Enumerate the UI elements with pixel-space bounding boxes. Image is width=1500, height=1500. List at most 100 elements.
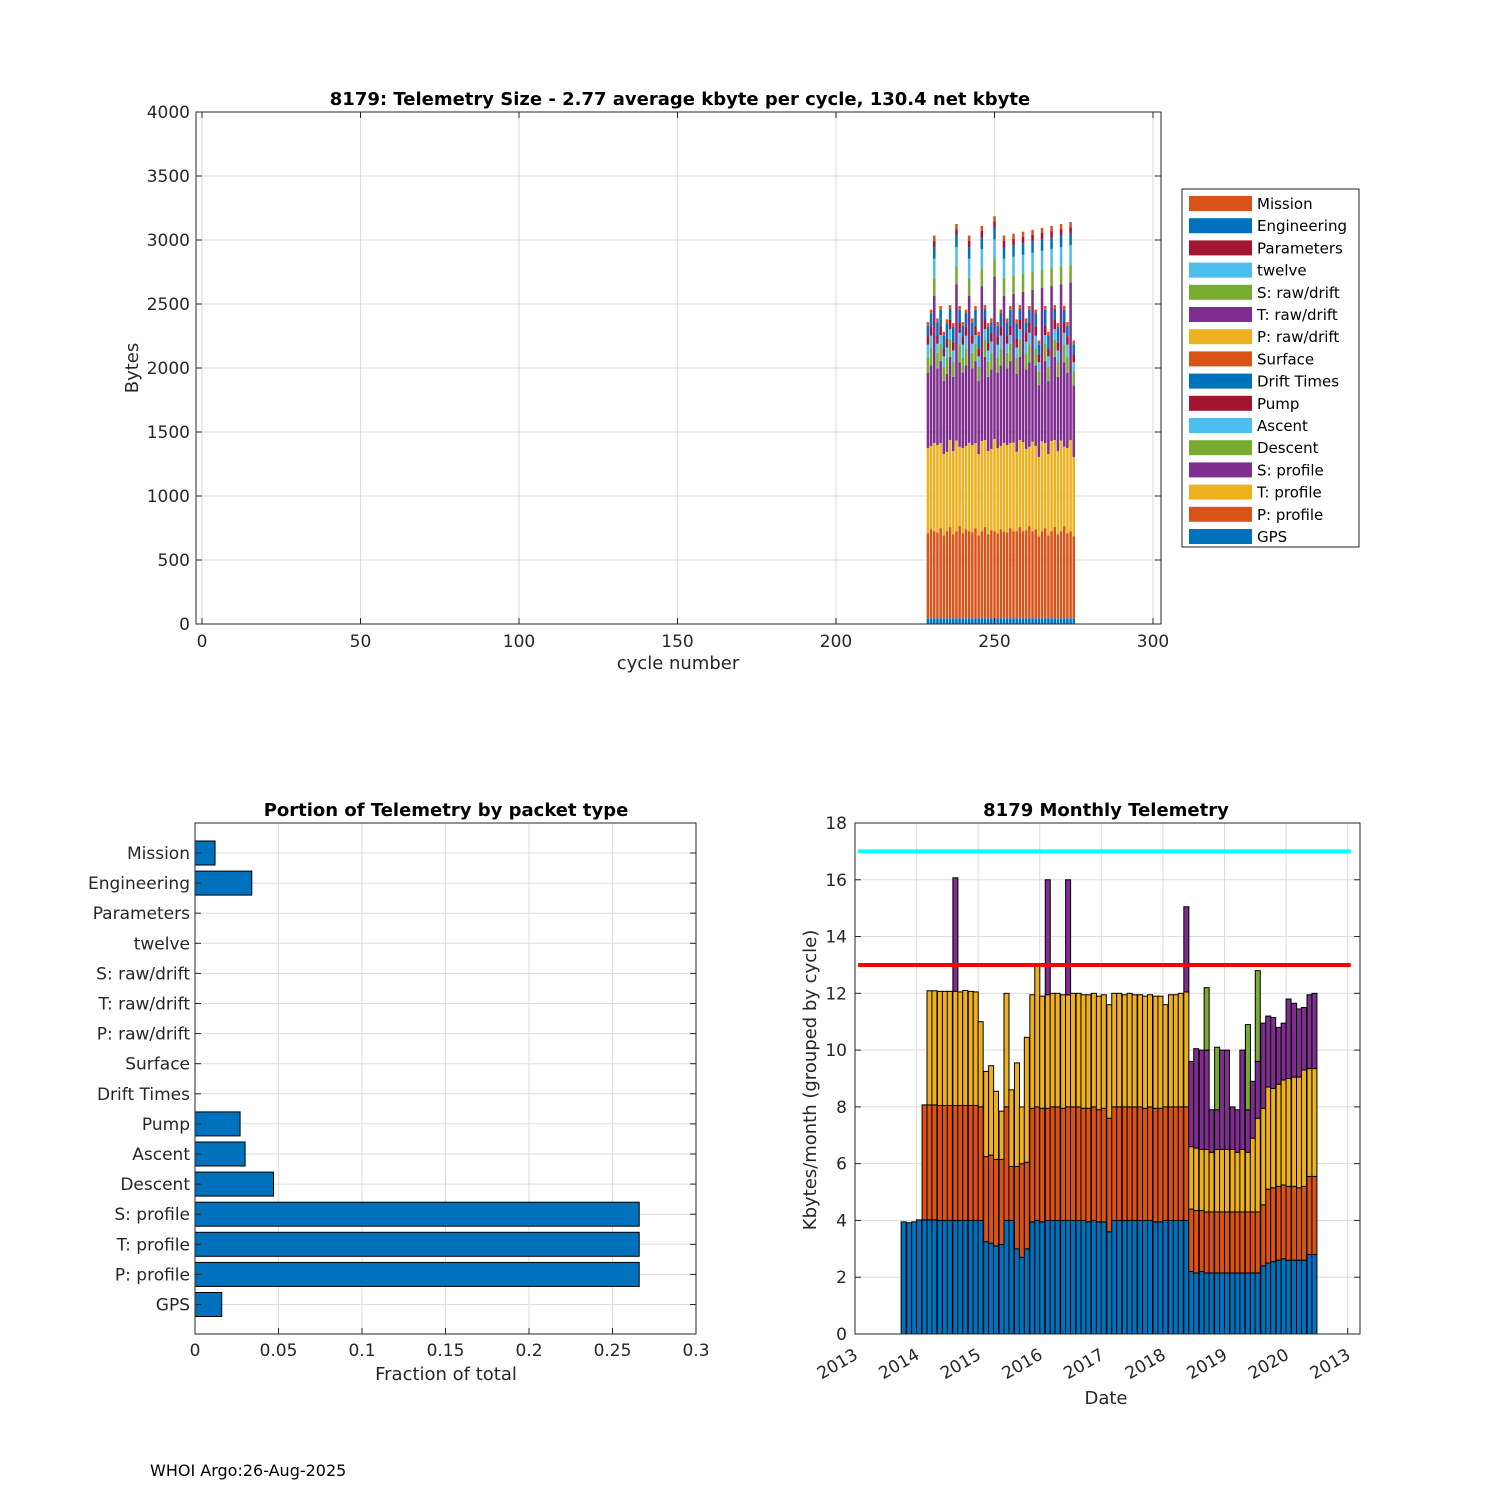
top-bar-segment: [1012, 245, 1015, 257]
top-y-tick-label: 1500: [147, 423, 190, 443]
top-bar-segment: [955, 266, 958, 285]
br-bar-segment: [1085, 994, 1092, 1109]
bl-x-axis-label: Fraction of total: [375, 1364, 517, 1385]
br-bar-segment: [1044, 1219, 1051, 1335]
br-bar-segment: [1214, 1272, 1221, 1335]
top-bar-segment: [1062, 332, 1066, 345]
br-bar-segment: [931, 1219, 938, 1335]
br-bar-segment: [1208, 1109, 1215, 1153]
top-bar-segment: [933, 295, 936, 443]
br-bar-segment: [1291, 1002, 1298, 1078]
br-bar-segment: [1162, 1219, 1169, 1335]
top-bar-segment: [942, 454, 946, 536]
br-bar-segment: [936, 1104, 944, 1221]
br-bar-segment: [1244, 1211, 1251, 1274]
top-bar-segment: [952, 323, 955, 327]
br-bar-segment: [1203, 1049, 1210, 1150]
br-bar-segment: [1146, 1219, 1154, 1335]
br-bar-segment: [1300, 1069, 1307, 1187]
br-bar-segment: [983, 1070, 990, 1158]
top-bar-segment: [1005, 318, 1009, 323]
br-bar-segment: [1137, 1219, 1144, 1335]
top-bar-segment: [942, 535, 946, 619]
top-bar-segment: [1062, 618, 1066, 624]
top-bar-segment: [948, 339, 952, 357]
top-bar-segment: [929, 309, 933, 314]
top-bar-segment: [1040, 239, 1044, 251]
top-bar-segment: [1031, 252, 1034, 272]
br-bar-segment: [911, 1221, 918, 1335]
br-bar-segment: [1023, 1161, 1030, 1250]
br-bar-segment: [1254, 1211, 1261, 1274]
top-bar-segment: [945, 618, 949, 624]
top-bar-segment: [1056, 323, 1060, 327]
top-bar-segment: [980, 268, 984, 287]
top-bar-segment: [999, 618, 1003, 624]
legend-swatch: [1189, 440, 1252, 456]
br-bar-segment: [1214, 1046, 1221, 1111]
br-bar-segment: [1254, 1060, 1261, 1119]
top-bar-segment: [929, 313, 933, 327]
top-bar-segment: [948, 527, 952, 619]
top-bar-segment: [1018, 305, 1022, 309]
br-bar-segment: [1275, 1026, 1282, 1085]
br-bar-segment: [1100, 994, 1107, 1109]
bl-bar: [194, 1201, 640, 1227]
top-bar-segment: [967, 277, 971, 296]
top-bar-segment: [1066, 618, 1069, 624]
top-bar-segment: [983, 356, 987, 441]
top-bar-segment: [1056, 342, 1060, 351]
top-bar-segment: [967, 531, 971, 619]
top-bar-segment: [1002, 277, 1006, 296]
top-bar-segment: [1069, 264, 1072, 283]
legend-swatch: [1189, 529, 1252, 544]
top-bar-segment: [1021, 243, 1025, 255]
top-bar-segment: [1066, 322, 1069, 326]
br-bar-segment: [1306, 994, 1313, 1070]
top-bar-segment: [1072, 385, 1076, 457]
top-bar-segment: [955, 618, 958, 624]
br-bar-segment: [972, 991, 979, 1106]
br-bar-segment: [1065, 1106, 1072, 1221]
br-bar-segment: [1065, 994, 1072, 1108]
top-bar-segment: [1021, 442, 1025, 532]
br-bar-segment: [1034, 1219, 1041, 1335]
top-bar-segment: [939, 528, 942, 619]
br-bar-segment: [952, 1219, 959, 1335]
top-bar-segment: [967, 247, 971, 259]
top-bar-segment: [1047, 381, 1050, 455]
br-bar-segment: [946, 990, 953, 1106]
br-bar-segment: [957, 1104, 964, 1221]
top-bar-segment: [958, 362, 961, 447]
top-bar-segment: [1034, 445, 1037, 530]
br-bar-segment: [1177, 1106, 1184, 1221]
top-bar-segment: [1002, 240, 1006, 248]
legend-label: Ascent: [1257, 417, 1308, 435]
top-bar-segment: [1009, 361, 1012, 444]
br-bar-segment: [926, 1104, 933, 1221]
br-bar-segment: [1003, 1106, 1010, 1221]
top-bar-segment: [986, 326, 990, 343]
top-bar-segment: [971, 322, 974, 336]
top-bar-segment: [977, 454, 980, 536]
top-bar-segment: [977, 618, 980, 624]
top-bar-segment: [1031, 234, 1034, 242]
top-bar-segment: [936, 343, 939, 353]
top-bar-segment: [1040, 270, 1044, 288]
top-bar-segment: [1024, 322, 1028, 333]
top-bar-segment: [926, 533, 930, 619]
br-bar-segment: [1198, 1271, 1205, 1335]
br-y-tick-label: 16: [825, 871, 847, 891]
top-bar-segment: [967, 240, 971, 248]
top-bar-segment: [977, 366, 980, 382]
br-bar-segment: [1146, 994, 1154, 1108]
top-bar-segment: [1002, 531, 1006, 619]
top-bar-segment: [929, 335, 933, 349]
top-bar-segment: [952, 376, 955, 452]
top-bar-segment: [929, 348, 933, 366]
legend-swatch: [1189, 351, 1252, 367]
br-bar-segment: [952, 990, 959, 1106]
top-bar-segment: [952, 618, 955, 624]
top-bar-segment: [1050, 268, 1053, 287]
br-bar-segment: [998, 1110, 1005, 1160]
